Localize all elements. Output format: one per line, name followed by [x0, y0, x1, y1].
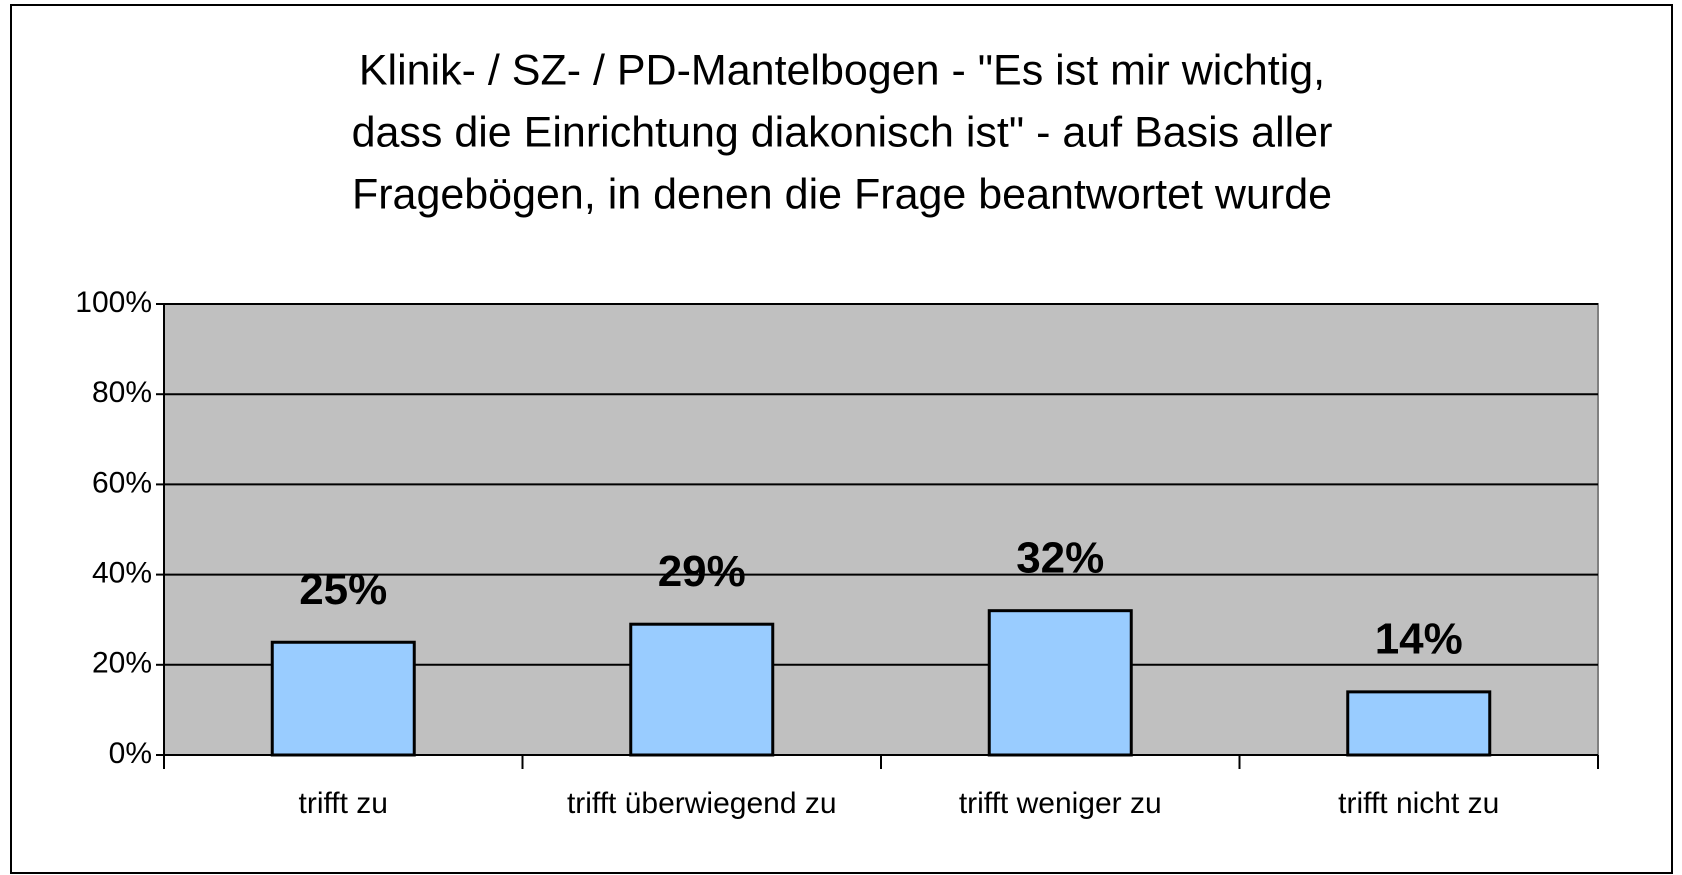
- x-tick-label: trifft nicht zu: [1338, 787, 1499, 820]
- x-tick-label: trifft zu: [299, 787, 388, 820]
- y-tick-label: 80%: [92, 376, 152, 409]
- chart-title: dass die Einrichtung diakonisch ist" - a…: [352, 108, 1333, 156]
- y-tick-label: 60%: [92, 466, 152, 499]
- x-tick-label: trifft überwiegend zu: [567, 787, 837, 820]
- y-tick-label: 20%: [92, 647, 152, 680]
- data-label: 25%: [299, 565, 387, 614]
- chart-title: Klinik- / SZ- / PD-Mantelbogen - "Es ist…: [359, 46, 1325, 94]
- chart-title: Fragebögen, in denen die Frage beantwort…: [352, 170, 1332, 218]
- y-tick-label: 0%: [109, 737, 152, 770]
- data-label: 32%: [1016, 533, 1104, 582]
- bar: [987, 609, 1133, 757]
- y-tick-label: 100%: [75, 286, 152, 319]
- y-tick-label: 40%: [92, 557, 152, 590]
- x-tick-label: trifft weniger zu: [959, 787, 1162, 820]
- bar: [629, 622, 775, 757]
- bar: [270, 640, 416, 757]
- data-label: 29%: [658, 547, 746, 596]
- bar: [1346, 690, 1492, 757]
- data-label: 14%: [1375, 614, 1463, 663]
